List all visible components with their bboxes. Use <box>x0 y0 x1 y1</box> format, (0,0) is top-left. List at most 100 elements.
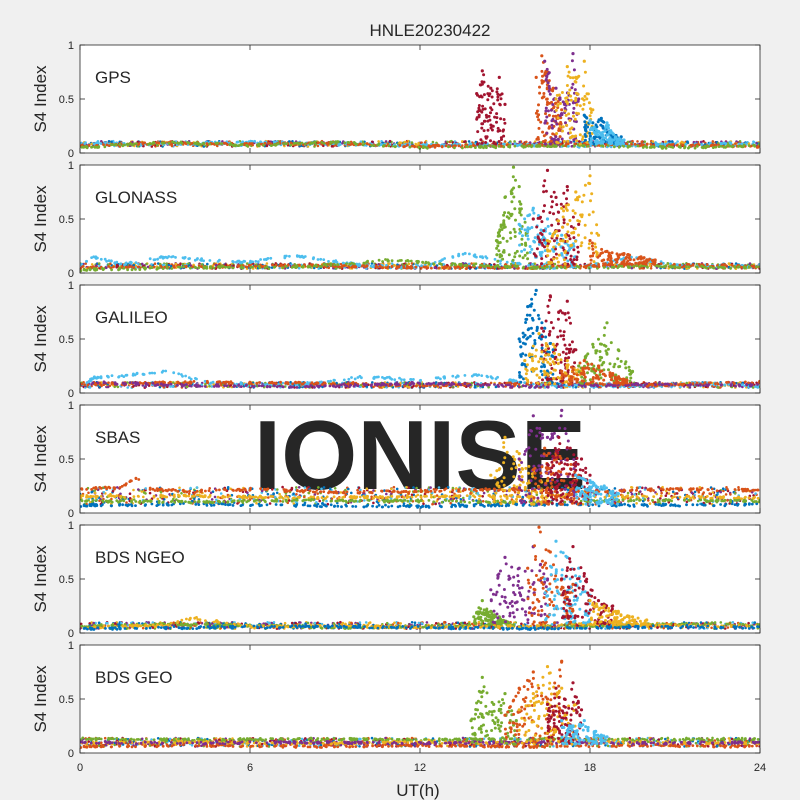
track-point <box>366 259 369 263</box>
baseline-point <box>420 141 423 144</box>
baseline-point <box>150 263 153 266</box>
baseline-point <box>735 140 738 143</box>
baseline-point <box>651 140 655 143</box>
burst-point <box>567 234 571 238</box>
burst-point <box>565 197 568 201</box>
burst-point <box>638 261 642 265</box>
burst-point <box>490 108 494 112</box>
burst-point <box>566 139 570 143</box>
burst-point <box>578 133 582 137</box>
burst-point <box>500 254 504 258</box>
track-point <box>508 266 512 269</box>
burst-point <box>563 109 567 113</box>
baseline-point <box>146 265 150 269</box>
track-point <box>424 261 428 265</box>
burst-peak-point <box>560 233 564 237</box>
burst-point <box>562 191 566 195</box>
burst-point <box>513 207 517 211</box>
track-point <box>609 145 613 149</box>
track-point <box>516 143 520 147</box>
burst-peak-point <box>534 75 538 79</box>
burst-point <box>609 139 613 143</box>
track-point <box>284 264 288 268</box>
burst-point <box>564 235 568 239</box>
burst-point <box>577 112 580 116</box>
track-point <box>566 142 570 146</box>
burst-point <box>550 223 554 227</box>
track-point <box>136 265 140 269</box>
track-point <box>197 266 201 270</box>
track-point <box>253 139 256 143</box>
track-point <box>95 145 98 149</box>
baseline-point <box>396 263 399 267</box>
burst-point <box>574 99 577 103</box>
track-point <box>187 257 191 261</box>
baseline-point <box>666 262 670 265</box>
burst-point <box>601 140 605 144</box>
track-point <box>671 146 675 149</box>
track-point <box>355 262 359 266</box>
track-point <box>376 143 379 147</box>
track-point <box>709 265 713 269</box>
burst-point <box>544 119 548 123</box>
track-point <box>319 257 323 261</box>
track-point <box>250 142 254 145</box>
track-point <box>538 144 542 148</box>
burst-point <box>548 142 552 146</box>
burst-point <box>568 88 572 92</box>
track-point <box>545 265 549 268</box>
burst-point <box>552 137 556 141</box>
burst-point <box>560 91 564 94</box>
track-point <box>170 267 174 270</box>
track-point <box>640 143 644 146</box>
track-point <box>705 266 708 270</box>
burst-point <box>593 140 597 143</box>
track-point <box>529 267 533 270</box>
baseline-point <box>167 263 171 267</box>
track-point <box>336 263 339 267</box>
baseline-point <box>393 263 396 267</box>
burst-point <box>544 189 548 193</box>
track-point <box>105 143 109 147</box>
track-point <box>448 266 452 270</box>
burst-point <box>552 190 556 194</box>
baseline-point <box>267 267 271 271</box>
burst-point <box>590 244 594 248</box>
track-point <box>758 265 760 269</box>
track-point <box>711 146 715 150</box>
burst-peak-point <box>639 255 643 259</box>
burst-point <box>600 247 604 251</box>
burst-point <box>568 219 572 222</box>
track-point <box>322 142 326 145</box>
burst-peak-point <box>489 86 493 90</box>
burst-point <box>599 139 603 142</box>
burst-peak-point <box>574 190 578 194</box>
track-point <box>300 254 304 258</box>
track-point <box>179 140 183 144</box>
burst-point <box>532 252 536 256</box>
burst-point <box>548 86 551 90</box>
track-point <box>313 264 316 268</box>
burst-point <box>477 115 481 119</box>
track-point <box>157 141 161 145</box>
track-point <box>110 143 113 147</box>
burst-point <box>550 205 554 209</box>
track-point <box>124 261 128 265</box>
burst-point <box>489 139 492 143</box>
burst-point <box>495 253 499 257</box>
data-points <box>80 288 760 389</box>
burst-point <box>575 258 579 262</box>
track-point <box>202 141 206 145</box>
baseline-point <box>314 143 318 146</box>
burst-peak-point <box>545 217 550 221</box>
track-point <box>232 260 235 264</box>
burst-point <box>546 100 549 104</box>
track-point <box>395 265 399 269</box>
burst-point <box>482 129 486 133</box>
burst-point <box>548 211 552 215</box>
burst-point <box>495 246 499 250</box>
track-point <box>322 258 326 261</box>
burst-point <box>601 120 605 123</box>
burst-point <box>561 129 564 133</box>
